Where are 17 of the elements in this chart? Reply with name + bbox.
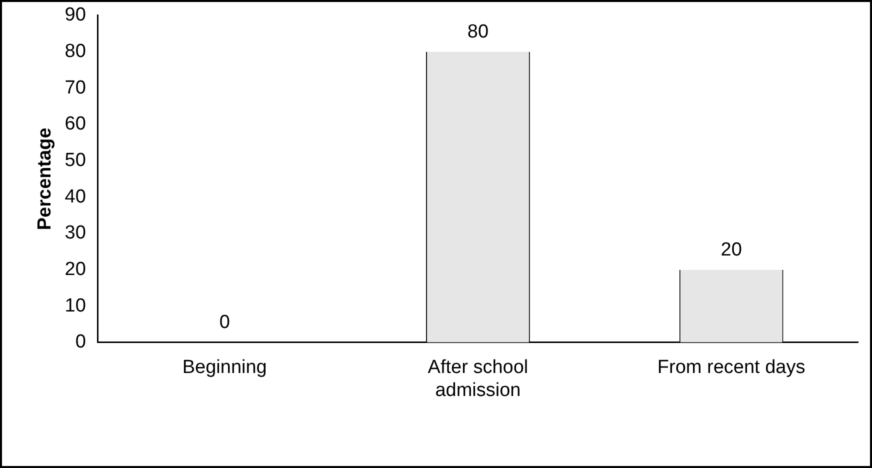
y-tick-label: 30	[64, 222, 86, 244]
x-tick-label: Beginning	[182, 357, 267, 378]
data-label: 80	[467, 21, 489, 42]
y-tick-label: 60	[64, 114, 86, 135]
y-tick-label: 0	[75, 332, 86, 353]
y-tick-label: 50	[64, 150, 86, 171]
y-tick-label: 20	[64, 258, 86, 280]
y-axis-title: Percentage	[34, 128, 56, 230]
data-label: 20	[720, 239, 742, 260]
data-label: 0	[219, 312, 230, 334]
y-tick-label: 40	[64, 186, 86, 208]
y-tick-label: 90	[64, 4, 86, 26]
y-tick-label: 70	[64, 77, 86, 98]
x-tick-label: From recent days	[657, 357, 806, 378]
x-tick-label: After school admission	[428, 357, 528, 401]
y-tick-label: 80	[64, 40, 86, 62]
y-tick-label: 10	[64, 295, 86, 316]
